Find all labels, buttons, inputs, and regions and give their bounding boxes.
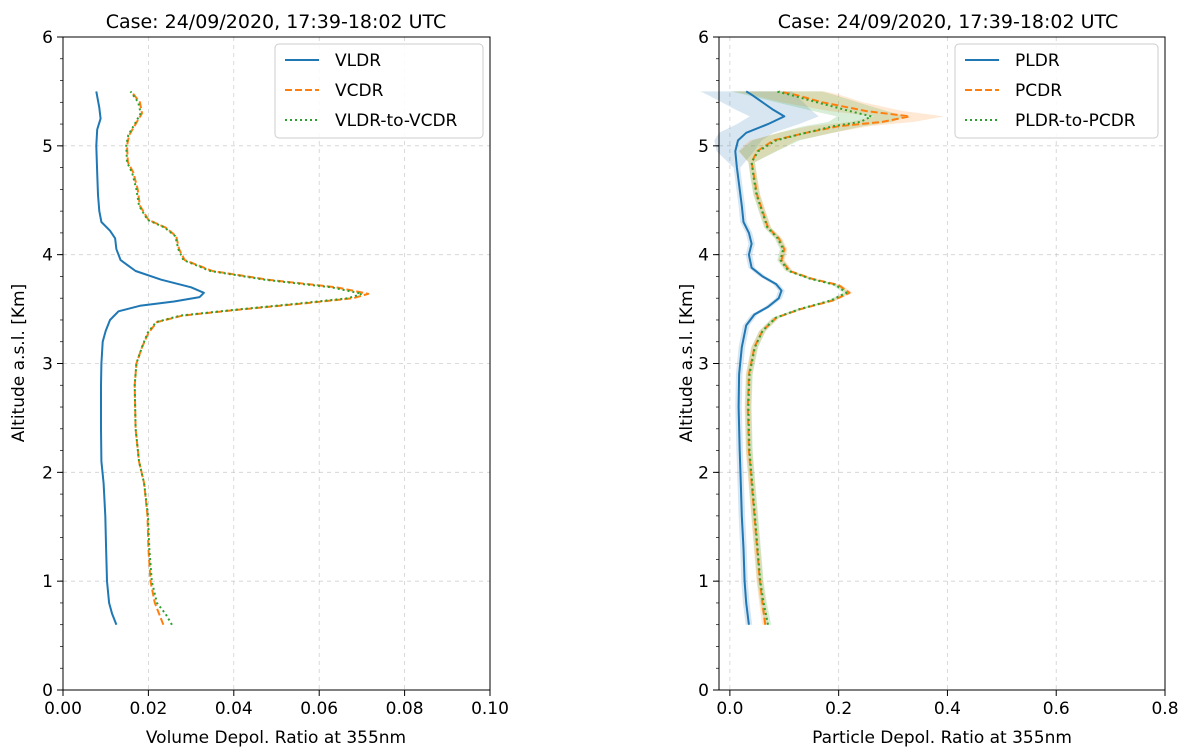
particle-x-tick-label: 0.6 xyxy=(1043,699,1070,719)
volume-y-tick-label: 3 xyxy=(42,355,53,375)
particle-x-tick-label: 0.2 xyxy=(825,699,852,719)
volume-series-line-vldr xyxy=(95,91,205,626)
particle-series-line-pldr xyxy=(734,90,786,625)
volume-y-tick-label: 0 xyxy=(42,681,53,701)
particle-y-tick-label: 6 xyxy=(698,28,709,48)
particle-uncertainty-bands xyxy=(700,91,944,625)
volume-legend-label-vldr: VLDR xyxy=(335,51,381,71)
volume-legend: VLDR VCDR VLDR-to-VCDR xyxy=(274,43,484,139)
particle-legend-label-pldr: PLDR xyxy=(1015,51,1060,71)
particle-x-axis-label: Particle Depol. Ratio at 355nm xyxy=(812,728,1072,747)
volume-x-tick-label: 0.04 xyxy=(215,699,253,719)
particle-series-group xyxy=(734,90,911,625)
volume-y-axis-label: Altitude a.s.l. [Km] xyxy=(9,284,29,442)
volume-x-tick-label: 0.10 xyxy=(471,699,509,719)
particle-panel-title: Case: 24/09/2020, 17:39-18:02 UTC xyxy=(778,11,1119,33)
volume-y-tick-label: 6 xyxy=(42,28,53,48)
particle-legend: PLDR PCDR PLDR-to-PCDR xyxy=(954,43,1159,139)
volume-ticks: 0.00 0.02 0.04 0.06 0.08 0.10 0 1 2 3 4 5 6 xyxy=(42,28,509,719)
volume-x-tick-label: 0.02 xyxy=(129,699,167,719)
volume-legend-label-vldr-to-vcdr: VLDR-to-VCDR xyxy=(335,111,458,131)
particle-x-tick-label: 0.0 xyxy=(716,699,743,719)
volume-legend-box xyxy=(274,43,484,139)
volume-x-tick-label: 0.08 xyxy=(386,699,424,719)
particle-series-line-pcdr xyxy=(746,90,911,625)
particle-y-tick-label: 4 xyxy=(698,246,709,266)
volume-y-tick-label: 4 xyxy=(42,246,53,266)
particle-x-tick-label: 0.4 xyxy=(934,699,961,719)
particle-depol-panel: Case: 24/09/2020, 17:39-18:02 UTC 0.0 0.2… xyxy=(677,11,1179,747)
volume-y-tick-label: 1 xyxy=(42,572,53,592)
volume-x-axis-label: Volume Depol. Ratio at 355nm xyxy=(146,728,406,747)
particle-ticks: 0.0 0.2 0.4 0.6 0.8 0 1 2 3 4 5 6 xyxy=(698,28,1178,719)
volume-y-tick-label: 5 xyxy=(42,137,53,157)
particle-legend-label-pldr-to-pcdr: PLDR-to-PCDR xyxy=(1015,111,1136,131)
particle-legend-label-pcdr: PCDR xyxy=(1015,81,1062,101)
volume-series-group xyxy=(95,90,370,626)
particle-y-tick-label: 2 xyxy=(698,463,709,483)
volume-y-tick-label: 2 xyxy=(42,463,53,483)
particle-y-tick-label: 1 xyxy=(698,572,709,592)
particle-x-tick-label: 0.8 xyxy=(1151,699,1178,719)
particle-series-line-pldr-to-pcdr xyxy=(747,90,873,625)
particle-y-tick-label: 3 xyxy=(698,355,709,375)
particle-uncertainty-band-pcdr xyxy=(733,91,944,625)
particle-y-tick-label: 0 xyxy=(698,681,709,701)
particle-y-axis-label: Altitude a.s.l. [Km] xyxy=(677,284,697,442)
volume-x-tick-label: 0.00 xyxy=(44,699,82,719)
particle-y-tick-label: 5 xyxy=(698,137,709,157)
particle-legend-box xyxy=(954,43,1159,139)
particle-uncertainty-band-pldr-to-pcdr xyxy=(730,91,906,625)
volume-legend-label-vcdr: VCDR xyxy=(335,81,384,101)
volume-panel-title: Case: 24/09/2020, 17:39-18:02 UTC xyxy=(106,11,447,33)
volume-depol-panel: Case: 24/09/2020, 17:39-18:02 UTC 0.00 0.… xyxy=(9,11,509,747)
volume-x-tick-label: 0.06 xyxy=(300,699,338,719)
volume-series-line-vcdr xyxy=(126,90,370,626)
